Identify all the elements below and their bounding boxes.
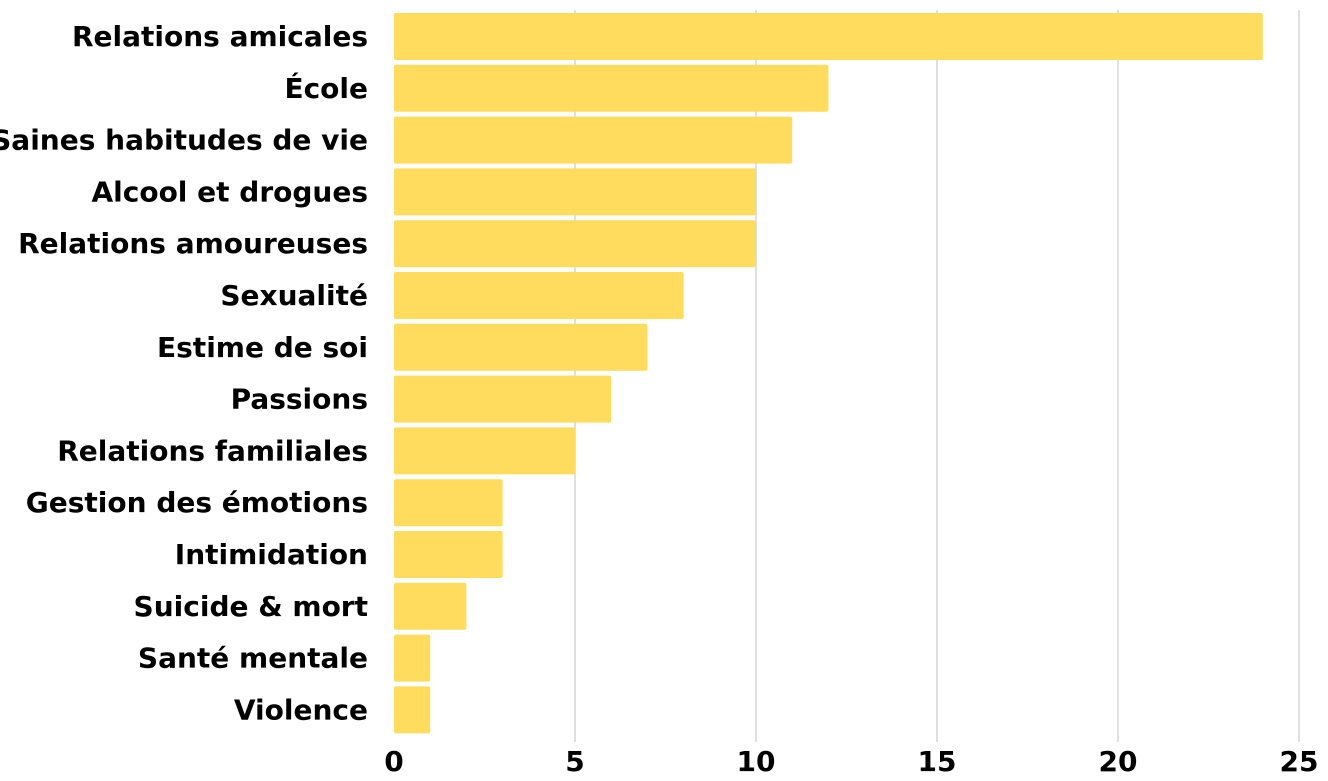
- bar-7: [394, 375, 612, 423]
- category-label: École: [284, 71, 368, 105]
- bar-13: [394, 686, 431, 734]
- bar-10: [394, 531, 503, 578]
- bar-8: [394, 427, 575, 475]
- category-label: Passions: [231, 383, 368, 416]
- x-tick-label-15: 15: [918, 745, 957, 778]
- category-label: Santé mentale: [138, 642, 368, 675]
- x-tick-label-10: 10: [737, 745, 776, 778]
- category-label: Violence: [234, 693, 368, 726]
- bar-4: [394, 220, 756, 268]
- bar-9: [394, 479, 503, 527]
- category-label: Saines habitudes de vie: [0, 124, 368, 157]
- category-label: Alcool et drogues: [91, 175, 368, 208]
- category-label: Relations amicales: [72, 20, 368, 53]
- x-tick-label-20: 20: [1099, 745, 1138, 778]
- bar-3: [394, 168, 756, 216]
- category-label: Relations familiales: [57, 434, 368, 467]
- bars: [394, 13, 1263, 734]
- category-label: Gestion des émotions: [26, 486, 368, 519]
- bar-0: [394, 13, 1263, 60]
- bar-6: [394, 323, 648, 371]
- x-tick-label-5: 5: [565, 745, 584, 778]
- x-axis-tick-labels: 0 5 10 15 20 25: [384, 745, 1318, 778]
- category-label: Relations amoureuses: [18, 227, 368, 260]
- category-label: Sexualité: [220, 279, 368, 312]
- bar-11: [394, 582, 467, 630]
- bar-1: [394, 64, 829, 112]
- x-tick-label-0: 0: [384, 745, 403, 778]
- category-label: Intimidation: [175, 538, 368, 571]
- x-tick-label-25: 25: [1280, 745, 1319, 778]
- category-labels: Relations amicales École Saines habitudes …: [0, 20, 368, 726]
- bar-5: [394, 272, 684, 319]
- category-label: Estime de soi: [157, 331, 368, 364]
- bar-12: [394, 634, 431, 682]
- bar-2: [394, 116, 793, 164]
- category-label: Suicide & mort: [134, 590, 368, 623]
